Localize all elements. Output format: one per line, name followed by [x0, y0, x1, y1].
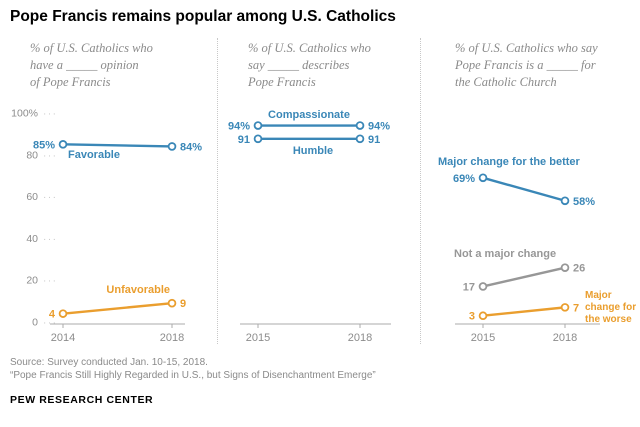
subtitle-line: Pope Francis — [248, 75, 316, 89]
data-point — [355, 121, 365, 130]
gridline-dots: ··· — [43, 318, 58, 329]
value-label: 58% — [573, 196, 595, 208]
data-point — [478, 282, 488, 291]
panel-subtitle-opinion: % of U.S. Catholics who have a _____ opi… — [30, 40, 153, 91]
panel-opinion: 2014 2018 100% ··· 80 ··· 60 ··· 40 ··· 20 ··· 0 ··· 8… — [10, 34, 220, 356]
series-label: the worse — [585, 314, 632, 325]
x-tick-label: 2015 — [246, 332, 270, 344]
panel-subtitle-describes: % of U.S. Catholics who say _____ descri… — [248, 40, 371, 91]
series-line — [482, 306, 566, 317]
change-line-chart: 2015 2018 69% 58% Major change for the bette… — [438, 156, 636, 344]
data-point — [478, 311, 488, 321]
data-point — [167, 142, 177, 151]
data-point — [560, 303, 570, 312]
value-label: 3 — [469, 311, 475, 323]
y-tick-label: 20 — [26, 275, 38, 287]
data-point — [355, 134, 365, 144]
y-tick-label: 40 — [26, 233, 38, 245]
gridline-dots: ··· — [43, 109, 58, 120]
data-point — [253, 134, 263, 144]
data-point — [560, 196, 570, 206]
value-label: 84% — [180, 141, 202, 153]
gridline-dots: ··· — [43, 192, 58, 203]
y-tick-label: 80 — [26, 149, 38, 161]
x-tick-label: 2018 — [553, 332, 577, 344]
value-label: 94% — [368, 121, 390, 133]
data-point — [560, 263, 570, 272]
series-label: change for — [585, 302, 636, 313]
value-label: 94% — [228, 121, 250, 133]
subtitle-line: of Pope Francis — [30, 75, 111, 89]
subtitle-line: Pope Francis is a _____ for — [455, 58, 596, 72]
subtitle-line: % of U.S. Catholics who say — [455, 41, 598, 55]
series-line — [482, 176, 566, 202]
value-label: 4 — [49, 309, 56, 321]
subtitle-line: say _____ describes — [248, 58, 350, 72]
x-tick-label: 2014 — [51, 332, 75, 344]
series-label: Favorable — [68, 149, 120, 161]
chart-title: Pope Francis remains popular among U.S. … — [10, 8, 396, 25]
series-label: Humble — [293, 145, 333, 157]
panel-divider-2 — [420, 38, 421, 344]
report-title: “Pope Francis Still Highly Regarded in U… — [10, 370, 376, 381]
panel-divider-1 — [217, 38, 218, 344]
gridline-dots: ··· — [43, 276, 58, 287]
series-label: Major change for the better — [438, 156, 581, 168]
gridline-dots: ··· — [43, 234, 58, 245]
value-label: 91 — [368, 134, 380, 146]
data-point — [58, 309, 68, 318]
data-point — [58, 140, 68, 149]
gridline-dots: ··· — [43, 150, 58, 161]
value-label: 17 — [463, 281, 475, 293]
subtitle-line: % of U.S. Catholics who — [248, 41, 371, 55]
brand-label: PEW RESEARCH CENTER — [10, 394, 154, 406]
x-tick-label: 2018 — [160, 332, 184, 344]
subtitle-line: % of U.S. Catholics who — [30, 41, 153, 55]
x-tick-label: 2018 — [348, 332, 372, 344]
panel-subtitle-change: % of U.S. Catholics who say Pope Francis… — [455, 40, 598, 91]
x-tick-label: 2015 — [471, 332, 495, 344]
y-tick-label: 60 — [26, 191, 38, 203]
describes-line-chart: 2015 2018 94% 94% Compassionate 91 91 Humble — [228, 109, 391, 344]
series-label: Compassionate — [268, 109, 350, 121]
series-line — [62, 301, 173, 315]
subtitle-line: the Catholic Church — [455, 75, 557, 89]
series-label: Major — [585, 290, 612, 301]
panel-describes: 2015 2018 94% 94% Compassionate 91 91 Humble % … — [228, 34, 420, 356]
source-note: Source: Survey conducted Jan. 10-15, 201… — [10, 357, 208, 368]
value-label: 9 — [180, 298, 186, 310]
value-label: 91 — [238, 134, 250, 146]
series-line — [62, 143, 173, 148]
value-label: 69% — [453, 173, 475, 185]
data-point — [253, 121, 263, 130]
y-tick-label: 100% — [11, 108, 38, 120]
series-label: Unfavorable — [106, 284, 170, 296]
series-label: Not a major change — [454, 248, 556, 260]
subtitle-line: have a _____ opinion — [30, 58, 139, 72]
value-label: 7 — [573, 302, 579, 314]
data-point — [478, 173, 488, 183]
data-point — [167, 298, 177, 308]
panel-change: 2015 2018 69% 58% Major change for the bette… — [430, 34, 640, 356]
value-label: 26 — [573, 263, 585, 275]
y-tick-label: 0 — [32, 317, 38, 329]
series-line — [482, 266, 566, 288]
value-label: 85% — [33, 139, 55, 151]
